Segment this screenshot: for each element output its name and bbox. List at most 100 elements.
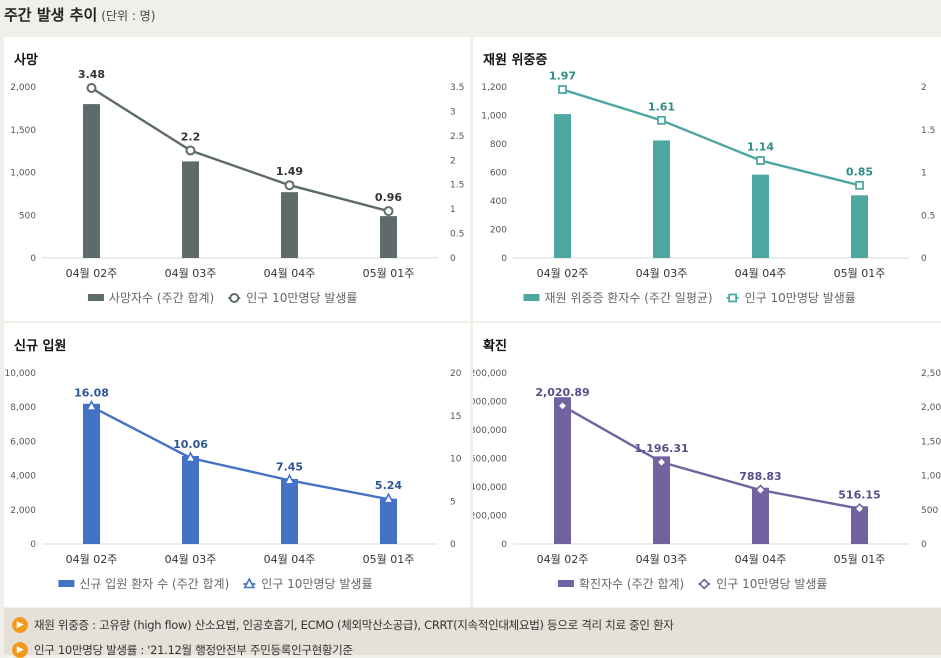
bar bbox=[653, 456, 670, 544]
data-label: 2,020.89 bbox=[535, 386, 589, 399]
x-axis-tick-label: 04월 02주 bbox=[66, 267, 118, 280]
chart-title: 사망 bbox=[14, 52, 38, 68]
line-marker bbox=[756, 156, 765, 165]
x-axis-tick-label: 05월 01주 bbox=[363, 553, 415, 566]
data-label: 0.96 bbox=[375, 191, 402, 204]
right-axis-tick-label: 500 bbox=[921, 506, 938, 516]
left-axis-tick-label: 8,000 bbox=[10, 403, 36, 413]
bar bbox=[182, 161, 199, 258]
x-axis-tick-label: 04월 03주 bbox=[636, 267, 688, 280]
left-axis-tick-label: 1,500 bbox=[10, 126, 36, 136]
right-axis-tick-label: 1.5 bbox=[450, 181, 464, 191]
left-axis-tick-label: 2,000 bbox=[10, 506, 36, 516]
x-axis-tick-label: 04월 04주 bbox=[264, 267, 316, 280]
data-label: 7.45 bbox=[276, 460, 303, 473]
note-text: 인구 10만명당 발생률 : '21.12월 행정안전부 주민등록인구현황기준 bbox=[34, 643, 353, 657]
left-axis-tick-label: 500 bbox=[19, 211, 36, 221]
right-axis-tick-label: 15 bbox=[450, 412, 461, 422]
legend-bar-swatch bbox=[58, 580, 75, 587]
notes-footer: ▶ 재원 위중증 : 고유량 (high flow) 산소요법, 인공호흡기, … bbox=[4, 608, 941, 658]
x-axis-tick-label: 05월 01주 bbox=[834, 267, 886, 280]
bar bbox=[182, 455, 199, 544]
legend-label: 인구 10만명당 발생률 bbox=[745, 291, 856, 305]
right-axis-tick-label: 2 bbox=[921, 83, 927, 93]
right-axis-tick-label: 0 bbox=[450, 540, 456, 550]
note-text: 재원 위중증 : 고유량 (high flow) 산소요법, 인공호흡기, EC… bbox=[34, 618, 674, 632]
chart-title: 확진 bbox=[483, 338, 507, 354]
chart-panel-confirmed: 확진 0 200,000 400,000 600,000 800,000 1,000,000… bbox=[473, 323, 941, 607]
data-label: 1.97 bbox=[549, 70, 576, 83]
series-line bbox=[90, 405, 389, 501]
legend-label: 인구 10만명당 발생률 bbox=[716, 577, 827, 591]
data-label: 2.2 bbox=[181, 131, 201, 144]
left-axis-tick-label: 600,000 bbox=[473, 455, 507, 465]
data-label: 788.83 bbox=[739, 470, 781, 483]
x-axis-tick-label: 04월 04주 bbox=[264, 553, 316, 566]
line-marker bbox=[243, 577, 256, 589]
line-marker bbox=[86, 82, 97, 93]
data-label: 10.06 bbox=[173, 438, 208, 451]
data-label: 1,196.31 bbox=[634, 442, 688, 455]
chart-title: 신규 입원 bbox=[14, 339, 66, 354]
x-axis-tick-label: 04월 02주 bbox=[66, 553, 118, 566]
right-axis-tick-label: 1,000 bbox=[921, 472, 941, 482]
left-axis-tick-label: 1,000 bbox=[10, 169, 36, 179]
x-axis-tick-label: 04월 03주 bbox=[165, 553, 217, 566]
right-axis-tick-label: 1.5 bbox=[921, 126, 935, 136]
left-axis-tick-label: 2,000 bbox=[10, 83, 36, 93]
legend-label: 신규 입원 환자 수 (주간 합계) bbox=[79, 577, 229, 591]
left-axis-tick-label: 200 bbox=[490, 226, 507, 236]
legend-label: 확진자수 (주간 합계) bbox=[579, 577, 684, 591]
chart-title: 재원 위중증 bbox=[483, 53, 547, 68]
data-label: 1.61 bbox=[648, 100, 675, 113]
line-marker bbox=[184, 451, 197, 463]
bar bbox=[281, 479, 298, 544]
line-marker bbox=[657, 115, 666, 125]
right-axis-tick-label: 3.5 bbox=[450, 83, 464, 93]
note-item: ▶ 재원 위중증 : 고유량 (high flow) 산소요법, 인공호흡기, … bbox=[12, 617, 674, 633]
legend-label: 인구 10만명당 발생률 bbox=[261, 577, 372, 591]
chart-svg: 확진 0 200,000 400,000 600,000 800,000 1,000,000… bbox=[473, 338, 941, 591]
x-axis-tick-label: 04월 02주 bbox=[537, 553, 589, 566]
left-axis-tick-label: 10,000 bbox=[5, 369, 37, 379]
left-axis-tick-label: 1,000 bbox=[481, 112, 507, 122]
left-axis-tick-label: 1,200 bbox=[481, 83, 507, 93]
left-axis-tick-label: 1,200,000 bbox=[473, 369, 507, 379]
bar bbox=[83, 403, 100, 544]
right-axis-tick-label: 2 bbox=[450, 156, 456, 166]
x-axis-tick-label: 05월 01주 bbox=[363, 267, 415, 280]
x-axis-tick-label: 04월 02주 bbox=[537, 267, 589, 280]
chart-svg: 재원 위중증 0 200 400 600 800 1,000 1,200 0 0.5 1 1.5 2 04… bbox=[481, 53, 935, 305]
bar bbox=[554, 397, 571, 544]
right-axis-tick-label: 2,000 bbox=[921, 403, 941, 413]
right-axis-tick-label: 0.5 bbox=[450, 230, 464, 240]
chart-panel-admission: 신규 입원 0 2,000 4,000 6,000 8,000 10,000 0 5 10 15 20… bbox=[4, 323, 470, 607]
note-item: ▶ 인구 10만명당 발생률 : '21.12월 행정안전부 주민등록인구현황기… bbox=[12, 642, 353, 658]
left-axis-tick-label: 1,000,000 bbox=[473, 398, 507, 408]
data-label: 1.14 bbox=[747, 141, 774, 154]
left-axis-tick-label: 800 bbox=[490, 140, 507, 150]
series-line bbox=[90, 86, 389, 213]
line-marker bbox=[85, 399, 98, 411]
right-axis-tick-label: 1 bbox=[450, 205, 456, 215]
right-axis-tick-label: 1,500 bbox=[921, 437, 941, 447]
left-axis-tick-label: 4,000 bbox=[10, 472, 36, 482]
x-axis-tick-label: 04월 03주 bbox=[636, 553, 688, 566]
line-marker bbox=[855, 180, 864, 190]
x-axis-tick-label: 04월 03주 bbox=[165, 267, 217, 280]
data-label: 3.48 bbox=[78, 68, 105, 81]
left-axis-tick-label: 200,000 bbox=[473, 512, 507, 522]
left-axis-tick-label: 400,000 bbox=[473, 483, 507, 493]
chart-panel-death: 사망 0 500 1,000 1,500 2,000 0 0.5 1 1.5 2 2.5 3 3.5 04월… bbox=[4, 37, 470, 321]
bar bbox=[752, 174, 769, 258]
left-axis-tick-label: 6,000 bbox=[10, 437, 36, 447]
line-marker bbox=[383, 206, 394, 217]
speaker-icon: ▶ bbox=[12, 617, 28, 633]
line-marker bbox=[556, 400, 569, 412]
line-marker bbox=[185, 145, 196, 156]
line-marker bbox=[728, 293, 738, 303]
right-axis-tick-label: 10 bbox=[450, 455, 462, 465]
data-label: 16.08 bbox=[74, 387, 109, 400]
left-axis-tick-label: 800,000 bbox=[473, 426, 507, 436]
right-axis-tick-label: 5 bbox=[450, 497, 456, 507]
